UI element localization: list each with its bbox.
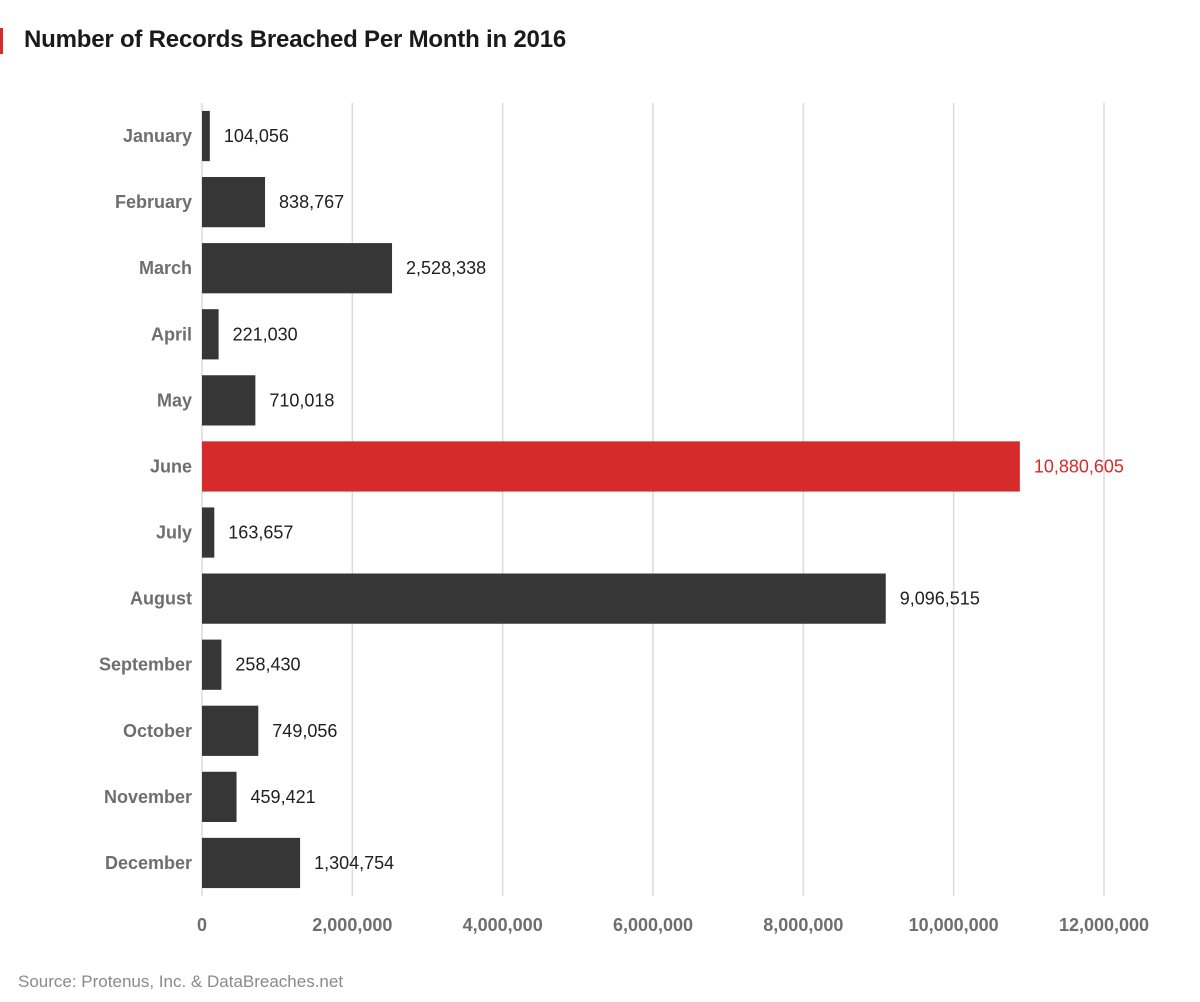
x-tick-label: 2,000,000 [312, 915, 392, 935]
x-tick-label: 8,000,000 [763, 915, 843, 935]
category-label: May [157, 390, 192, 410]
value-label: 459,421 [251, 787, 316, 807]
x-tick-label: 12,000,000 [1059, 915, 1149, 935]
value-label: 838,767 [279, 192, 344, 212]
value-label: 749,056 [272, 721, 337, 741]
bar-november [202, 771, 237, 822]
value-label: 10,880,605 [1034, 456, 1124, 476]
value-label: 2,528,338 [406, 258, 486, 278]
bar-october [202, 705, 259, 756]
x-tick-label: 4,000,000 [463, 915, 543, 935]
value-labels: 104,056 838,767 2,528,338 221,030 710,018 10,… [224, 126, 1124, 873]
bar-february [202, 177, 266, 228]
bar-june [202, 441, 1020, 492]
bar-january [202, 110, 210, 162]
bar-may [202, 375, 256, 426]
value-label: 9,096,515 [900, 589, 980, 609]
category-label: October [123, 721, 192, 741]
bar-april [202, 309, 219, 360]
value-label: 221,030 [233, 324, 298, 344]
title-accent-bar [0, 28, 3, 54]
value-label: 258,430 [235, 655, 300, 675]
category-label: February [115, 192, 192, 212]
value-label: 163,657 [228, 523, 293, 543]
x-tick-label: 6,000,000 [613, 915, 693, 935]
category-label: November [104, 787, 192, 807]
category-labels: January February March April May June July Augu… [99, 126, 192, 873]
bar-september [202, 639, 222, 690]
chart-title: Number of Records Breached Per Month in … [24, 26, 567, 53]
x-tick-label: 10,000,000 [909, 915, 999, 935]
value-label: 710,018 [269, 390, 334, 410]
bar-march [202, 243, 393, 294]
bar-august [202, 573, 886, 624]
category-label: July [156, 523, 192, 543]
category-label: December [105, 853, 192, 873]
source-note: Source: Protenus, Inc. & DataBreaches.ne… [18, 972, 344, 991]
bar-july [202, 507, 215, 558]
category-label: June [150, 456, 192, 476]
category-label: September [99, 655, 192, 675]
category-label: April [151, 324, 192, 344]
x-axis-ticks: 0 2,000,000 4,000,000 6,000,000 8,000,000 10,… [197, 915, 1149, 935]
bar-december [202, 837, 301, 889]
category-label: August [130, 589, 192, 609]
x-tick-label: 0 [197, 915, 207, 935]
value-label: 1,304,754 [314, 853, 394, 873]
bars [202, 110, 1020, 889]
category-label: March [139, 258, 192, 278]
gridlines [201, 103, 1105, 896]
category-label: January [123, 126, 192, 146]
value-label: 104,056 [224, 126, 289, 146]
